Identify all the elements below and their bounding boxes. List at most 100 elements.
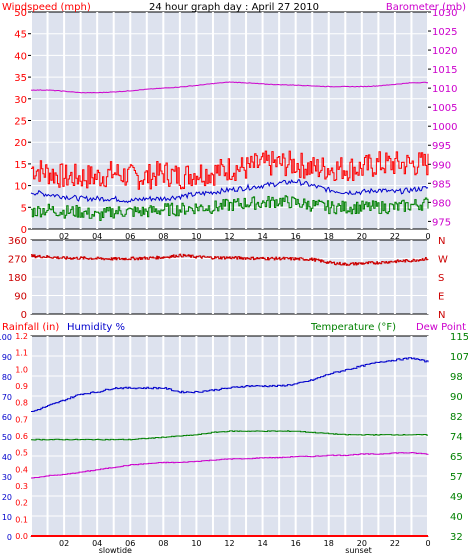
- baro-tick-label: 1030: [432, 8, 457, 19]
- humidity-temp-grid: [30, 336, 429, 536]
- rain-tick-label: 1.1: [15, 349, 28, 358]
- humidity-tick-label: 60: [2, 413, 12, 422]
- wind-tick-label: 30: [14, 95, 27, 106]
- humidity-temp-panel: 1009080706050403020100 1.21.11.00.90.80.…: [0, 322, 468, 555]
- rain-tick-label: 0.1: [15, 515, 28, 524]
- compass-tick-label: W: [438, 255, 448, 266]
- wind-tick-label: 20: [14, 138, 27, 149]
- direction-tick-label: 270: [8, 255, 27, 266]
- x-tick-label: 12: [224, 232, 234, 241]
- temperature-tick-label: 90: [450, 392, 463, 403]
- series-line-baro: [30, 81, 428, 94]
- wind-tick-label: 40: [14, 51, 27, 62]
- direction-grid: [30, 240, 429, 314]
- humidity-tick-label: 40: [2, 453, 12, 462]
- direction-tick-label: 90: [14, 292, 27, 303]
- rain-tick-label: 0.0: [15, 532, 28, 541]
- x-tick-label: 20: [357, 232, 367, 241]
- direction-degree-ticks: 360 270 180 90 0: [8, 236, 27, 321]
- x-tick-label: 20: [357, 539, 367, 548]
- temperature-tick-label: 98: [450, 372, 463, 383]
- x-tick-label: 16: [291, 539, 301, 548]
- baro-tick-label: 1020: [432, 46, 457, 57]
- temperature-tick-label: 65: [450, 452, 463, 463]
- wind-tick-label: 35: [14, 73, 27, 84]
- humidity-tick-label: 10: [2, 513, 12, 522]
- temperature-tick-label: 107: [450, 352, 468, 363]
- humidity-tick-label: 0: [7, 533, 12, 542]
- temperature-tick-label: 49: [450, 492, 463, 503]
- rain-tick-label: 0.6: [15, 432, 28, 441]
- baro-axis-label: Barometer (mb): [386, 2, 466, 13]
- direction-series: [31, 253, 429, 266]
- rain-tick-label: 0.3: [15, 482, 28, 491]
- direction-tick-label: 0: [21, 310, 27, 321]
- x-tick-label: 0: [425, 539, 430, 548]
- rain-tick-label: 0.8: [15, 399, 28, 408]
- humidity-tick-label: 20: [2, 493, 12, 502]
- temperature-axis-ticks: 115 107 98 90 82 74 65 57 49 40 32: [450, 332, 468, 543]
- humidity-temp-series: [31, 357, 429, 537]
- x-tick-label: 04: [92, 232, 102, 241]
- x-tick-label: 02: [59, 232, 69, 241]
- direction-tick-label: 360: [8, 236, 27, 247]
- baro-tick-label: 1015: [432, 65, 457, 76]
- temperature-tick-label: 74: [450, 432, 463, 443]
- temperature-tick-label: 57: [450, 472, 463, 483]
- x-tick-label: 06: [125, 539, 135, 548]
- x-tick-label: 18: [324, 232, 334, 241]
- x-tick-label: 08: [158, 232, 168, 241]
- baro-tick-label: 985: [432, 179, 451, 190]
- compass-tick-label: N: [438, 236, 445, 247]
- wind-tick-label: 5: [21, 203, 27, 214]
- baro-right-axis-ticks: 1030 1025 1020 1015 1010 1005 1000 995 990 985 980…: [428, 8, 457, 228]
- temperature-axis-label: Temperature (°F): [310, 322, 396, 333]
- baro-tick-label: 980: [432, 198, 451, 209]
- series-line-dewpoint: [31, 452, 429, 479]
- x-annotation-label: slowtide: [99, 546, 132, 555]
- series-line-humidity: [31, 357, 429, 412]
- baro-tick-label: 975: [432, 217, 451, 228]
- baro-tick-label: 990: [432, 160, 451, 171]
- rain-tick-label: 0.9: [15, 382, 28, 391]
- humidity-axis-label: Humidity %: [67, 322, 125, 333]
- wind-baro-grid: [30, 12, 429, 229]
- chart-title: 24 hour graph day : April 27 2010: [149, 2, 319, 13]
- compass-tick-label: N: [438, 310, 445, 321]
- rain-tick-label: 0.2: [15, 499, 28, 508]
- x-tick-label: 22: [390, 232, 400, 241]
- series-line-temperature: [31, 430, 428, 441]
- baro-tick-label: 1005: [432, 103, 457, 114]
- humidity-tick-label: 70: [2, 393, 12, 402]
- x-tick-label: 10: [191, 232, 201, 241]
- series-line-wind_low: [31, 195, 429, 221]
- rain-tick-label: 0.7: [15, 415, 28, 424]
- series-line-wind: [31, 150, 429, 190]
- rain-tick-label: 1.0: [15, 365, 28, 374]
- x-tick-label: 08: [158, 539, 168, 548]
- rain-tick-label: 0.5: [15, 449, 28, 458]
- wind-tick-label: 45: [14, 30, 27, 41]
- wind-x-axis-ticks: 02 04 06 08 10 12 14 16 18 20 22 0: [59, 232, 431, 241]
- baro-tick-label: 1025: [432, 27, 457, 38]
- humidity-axis-ticks: 1009080706050403020100: [0, 333, 12, 542]
- x-tick-label: 10: [191, 539, 201, 548]
- rain-tick-label: 0.4: [15, 465, 28, 474]
- humidity-tick-label: 50: [2, 433, 12, 442]
- x-tick-label: 06: [125, 232, 135, 241]
- x-tick-label: 14: [257, 232, 267, 241]
- x-tick-label: 14: [257, 539, 267, 548]
- rain-axis-ticks: 1.2 1.1 1.0 0.9 0.8 0.7 0.6 0.5 0.4 0.3 0.2 0.1 0.0: [15, 332, 28, 541]
- x-tick-label: 04: [92, 539, 102, 548]
- wind-tick-label: 0: [21, 225, 27, 236]
- wind-axis-label: Windspeed (mph): [2, 2, 91, 13]
- humidity-x-axis-ticks: 02 04 06 08 10 12 14 16 18 20 22 0: [59, 539, 431, 548]
- dewpoint-axis-label: Dew Point: [416, 322, 466, 333]
- wind-tick-label: 15: [14, 160, 27, 171]
- wind-tick-label: 50: [14, 8, 27, 19]
- x-tick-label: 12: [224, 539, 234, 548]
